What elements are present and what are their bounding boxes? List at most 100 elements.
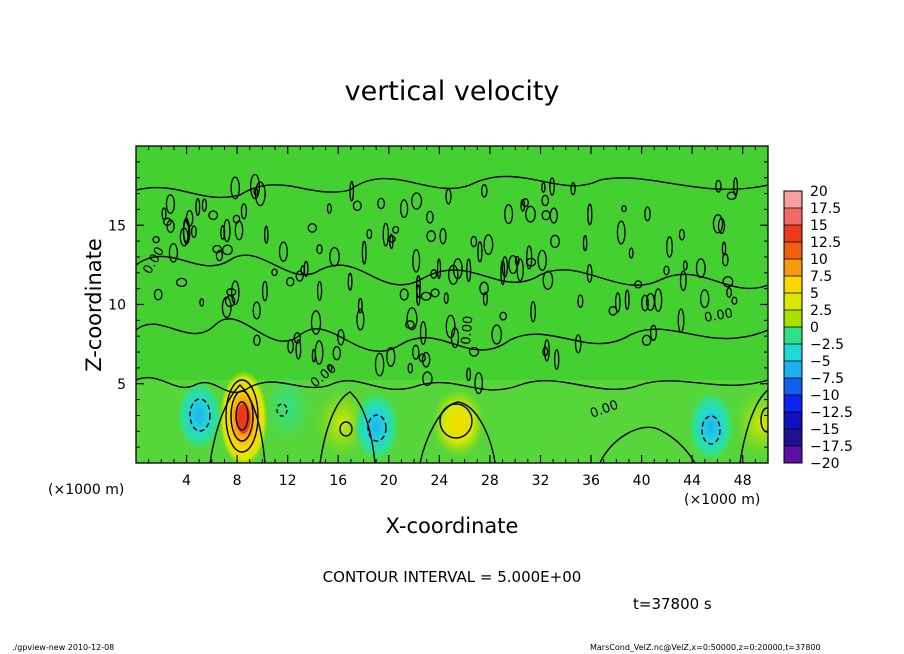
velocity-feature: [689, 392, 734, 461]
contour-noise-loop: [352, 200, 362, 212]
contour-noise-loop: [483, 234, 494, 256]
contour-noise-loop: [295, 339, 302, 360]
contour-line: [701, 415, 721, 445]
contour-noise-loop: [201, 198, 208, 212]
contour-noise-loop: [222, 244, 233, 256]
contour-noise-loop: [356, 308, 365, 331]
contour-noise-loop: [436, 258, 442, 280]
contour-noise-loop: [695, 258, 706, 279]
colorbar-label: −20: [810, 456, 840, 472]
contour-noise-loop: [234, 220, 244, 241]
x-tick-label: 16: [329, 473, 347, 489]
contour-noise-loop: [542, 270, 554, 290]
contour-noise-loop: [411, 192, 423, 210]
contour-noise-loop: [726, 191, 737, 201]
contour-noise-loop: [168, 242, 179, 263]
x-tick-label: 20: [380, 473, 398, 489]
colorbar-segment: [784, 293, 802, 311]
contour-noise-loop: [175, 277, 188, 288]
contour-noise-loop: [412, 344, 420, 360]
contour-noise-loop: [722, 275, 734, 288]
velocity-feature: [354, 392, 399, 461]
contour-noise-loop: [399, 199, 409, 219]
contour-line: [439, 403, 473, 439]
colorbar-segment: [784, 446, 802, 464]
contour-noise-loop: [644, 206, 651, 222]
contour-noise-loop: [541, 182, 546, 193]
contour-line: [136, 377, 768, 393]
contour-noise-loop: [212, 244, 222, 254]
contour-noise-loop: [679, 270, 687, 292]
contour-noise-loop: [443, 292, 449, 304]
colorbar-label: 5: [810, 286, 819, 302]
contour-noise-loop: [452, 258, 463, 280]
contour-line: [760, 407, 768, 433]
contour-noise-loop: [450, 327, 460, 349]
contour-noise-loop: [549, 177, 555, 196]
contour-noise-loop: [420, 291, 432, 301]
contour-noise-loop: [474, 371, 484, 395]
contour-noise-loop: [439, 227, 447, 245]
colorbar-segment: [784, 361, 802, 379]
contour-noise-loop: [406, 307, 418, 331]
contour-noise-loop: [516, 258, 524, 282]
colorbar-label: −10: [810, 388, 840, 404]
contour-noise-loop: [361, 240, 367, 265]
contour-noise-loop: [481, 183, 488, 198]
x-tick-label: 24: [430, 473, 448, 489]
contour-noise-loop: [230, 176, 240, 200]
contour-noise-loop: [223, 218, 231, 243]
contour-noise-loop: [479, 281, 489, 296]
contour-noise-loop: [624, 289, 630, 311]
contour-noise-loop: [616, 220, 626, 245]
contour-noise-loop: [419, 320, 427, 346]
colorbar-label: −15: [810, 422, 840, 438]
contour-noise-loop: [316, 280, 323, 301]
contour-noise-loop: [541, 210, 551, 221]
colorbar-label: 2.5: [810, 303, 832, 319]
contour-noise-loop: [541, 194, 550, 207]
contour-noise-loop: [357, 298, 363, 314]
contour-noise-loop: [543, 339, 550, 362]
contour-noise-loop: [521, 198, 529, 208]
contour-line: [599, 426, 696, 463]
contour-noise-loop: [577, 294, 584, 309]
x-unit-label-right: (×1000 m): [684, 492, 761, 508]
contour-noise-loop: [418, 353, 426, 363]
contour-noise-loop: [621, 204, 627, 213]
contour-noise-loop: [504, 204, 514, 225]
plot-area: 0.00 0.00 0.00 0.00 0.00: [136, 146, 768, 463]
contour-noise-loop: [295, 270, 304, 282]
contour-noise-loop: [307, 223, 318, 233]
contour-noise-loop: [278, 241, 288, 262]
contour-line: [225, 379, 259, 453]
colorbar-segment: [784, 191, 802, 209]
contour-noise-loop: [520, 198, 526, 212]
colorbar-segment: [784, 344, 802, 362]
contour-noise-loop: [221, 296, 232, 319]
velocity-feature: [432, 389, 485, 458]
colorbar-label: −5: [810, 354, 831, 370]
contour-label: 0.00: [703, 306, 734, 326]
contour-noise-loop: [678, 228, 685, 241]
colorbar-segment: [784, 310, 802, 328]
contour-noise-loop: [731, 296, 738, 305]
contour-noise-loop: [542, 346, 549, 357]
contour-line: [209, 384, 266, 463]
colorbar-segment: [784, 378, 802, 396]
contour-noise-loop: [550, 234, 560, 249]
contour-noise-loop: [347, 272, 353, 291]
contour-noise-loop: [300, 265, 306, 275]
x-tick-label: 28: [481, 473, 499, 489]
contour-noise-loop: [264, 225, 269, 244]
contour-noise-loop: [641, 294, 649, 312]
contour-noise-loop: [726, 287, 733, 298]
colorbar-label: 7.5: [810, 269, 832, 285]
contour-line: [235, 401, 249, 431]
contour-noise-loop: [699, 289, 710, 309]
contour-noise-loop: [482, 291, 488, 306]
contour-line: [136, 254, 768, 290]
colorbar-label: 0: [810, 320, 819, 336]
contour-noise-loop: [405, 320, 415, 330]
